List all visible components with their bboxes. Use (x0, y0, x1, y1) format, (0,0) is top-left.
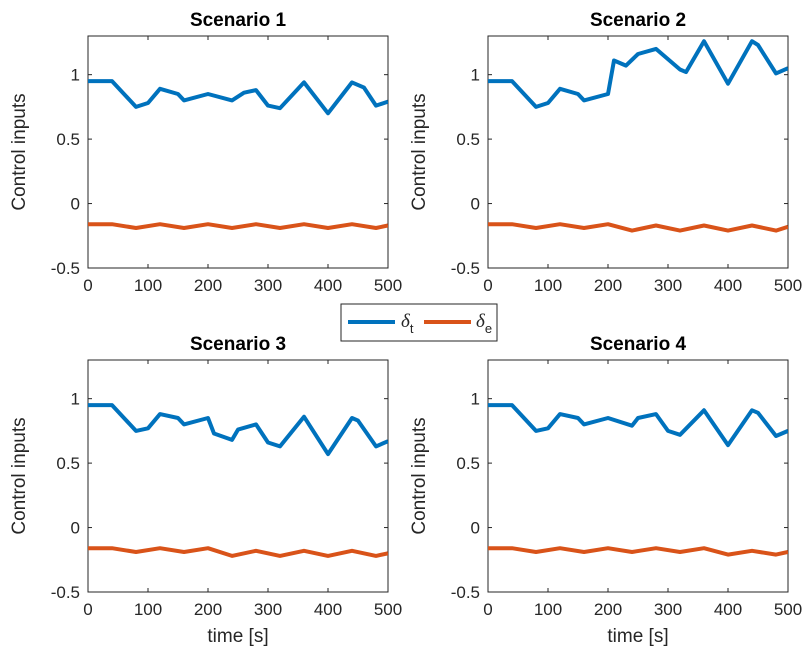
xtick-label-3-0: 0 (83, 600, 92, 619)
xtick-label-1-1: 100 (134, 276, 162, 295)
series-line-1-2 (88, 222, 388, 230)
xtick-label-4-5: 500 (774, 600, 802, 619)
ytick-label-4-0: -0.5 (451, 583, 480, 602)
xtick-label-1-3: 300 (254, 276, 282, 295)
ytick-label-3-2: 0.5 (56, 454, 80, 473)
xtick-label-4-1: 100 (534, 600, 562, 619)
plot-area-3 (87, 359, 389, 593)
legend-symbol-1: δ (476, 311, 486, 332)
series-line-2-1 (488, 39, 788, 109)
xtick-label-2-5: 500 (774, 276, 802, 295)
ytick-label-1-3: 1 (71, 66, 80, 85)
xtick-label-1-4: 400 (314, 276, 342, 295)
xlabel-4: time [s] (607, 626, 668, 647)
legend: δt δe (340, 303, 498, 342)
ytick-label-1-2: 0.5 (56, 130, 80, 149)
xtick-label-3-5: 500 (374, 600, 402, 619)
legend-label-0: δt (401, 311, 414, 336)
series-line-4-2 (488, 546, 788, 557)
xtick-label-2-3: 300 (654, 276, 682, 295)
series-line-1-1 (88, 79, 388, 116)
ytick-label-1-0: -0.5 (51, 259, 80, 278)
panel-title-3: Scenario 3 (190, 334, 286, 355)
ytick-label-4-2: 0.5 (456, 454, 480, 473)
series-line-4-1 (488, 403, 788, 448)
ylabel-1: Control inputs (9, 93, 30, 210)
xtick-label-1-2: 200 (194, 276, 222, 295)
ytick-label-2-1: 0 (471, 195, 480, 214)
plot-area-4 (487, 359, 789, 593)
ylabel-4: Control inputs (409, 417, 430, 534)
xtick-label-2-4: 400 (714, 276, 742, 295)
panel-title-1: Scenario 1 (190, 10, 287, 31)
xtick-label-3-2: 200 (194, 600, 222, 619)
xtick-label-4-2: 200 (594, 600, 622, 619)
ytick-label-2-3: 1 (471, 66, 480, 85)
ytick-label-4-3: 1 (471, 390, 480, 409)
xtick-label-2-0: 0 (483, 276, 492, 295)
ytick-label-3-0: -0.5 (51, 583, 80, 602)
xtick-label-3-1: 100 (134, 600, 162, 619)
legend-subscript-0: t (410, 321, 414, 336)
plot-area-1 (87, 35, 389, 269)
legend-label-1: δe (476, 311, 492, 336)
panel-title-2: Scenario 2 (590, 10, 686, 31)
ytick-label-2-0: -0.5 (451, 259, 480, 278)
xtick-label-1-0: 0 (83, 276, 92, 295)
ytick-label-3-3: 1 (71, 390, 80, 409)
ytick-label-1-1: 0 (71, 195, 80, 214)
xtick-label-2-1: 100 (534, 276, 562, 295)
xtick-label-4-4: 400 (714, 600, 742, 619)
xtick-label-1-5: 500 (374, 276, 402, 295)
plot-area-2 (487, 35, 789, 269)
xlabel-3: time [s] (207, 626, 268, 647)
legend-symbol-0: δ (401, 311, 411, 332)
ylabel-2: Control inputs (409, 93, 430, 210)
ytick-label-2-2: 0.5 (456, 130, 480, 149)
xtick-label-3-4: 400 (314, 600, 342, 619)
ytick-label-3-1: 0 (71, 519, 80, 538)
ylabel-3: Control inputs (9, 417, 30, 534)
xtick-label-4-0: 0 (483, 600, 492, 619)
series-line-3-2 (88, 546, 388, 558)
legend-subscript-1: e (485, 321, 492, 336)
ytick-label-4-1: 0 (471, 519, 480, 538)
panel-title-4: Scenario 4 (590, 334, 687, 355)
xtick-label-2-2: 200 (594, 276, 622, 295)
xtick-label-4-3: 300 (654, 600, 682, 619)
series-line-3-1 (88, 403, 388, 457)
series-line-2-2 (488, 222, 788, 233)
xtick-label-3-3: 300 (254, 600, 282, 619)
